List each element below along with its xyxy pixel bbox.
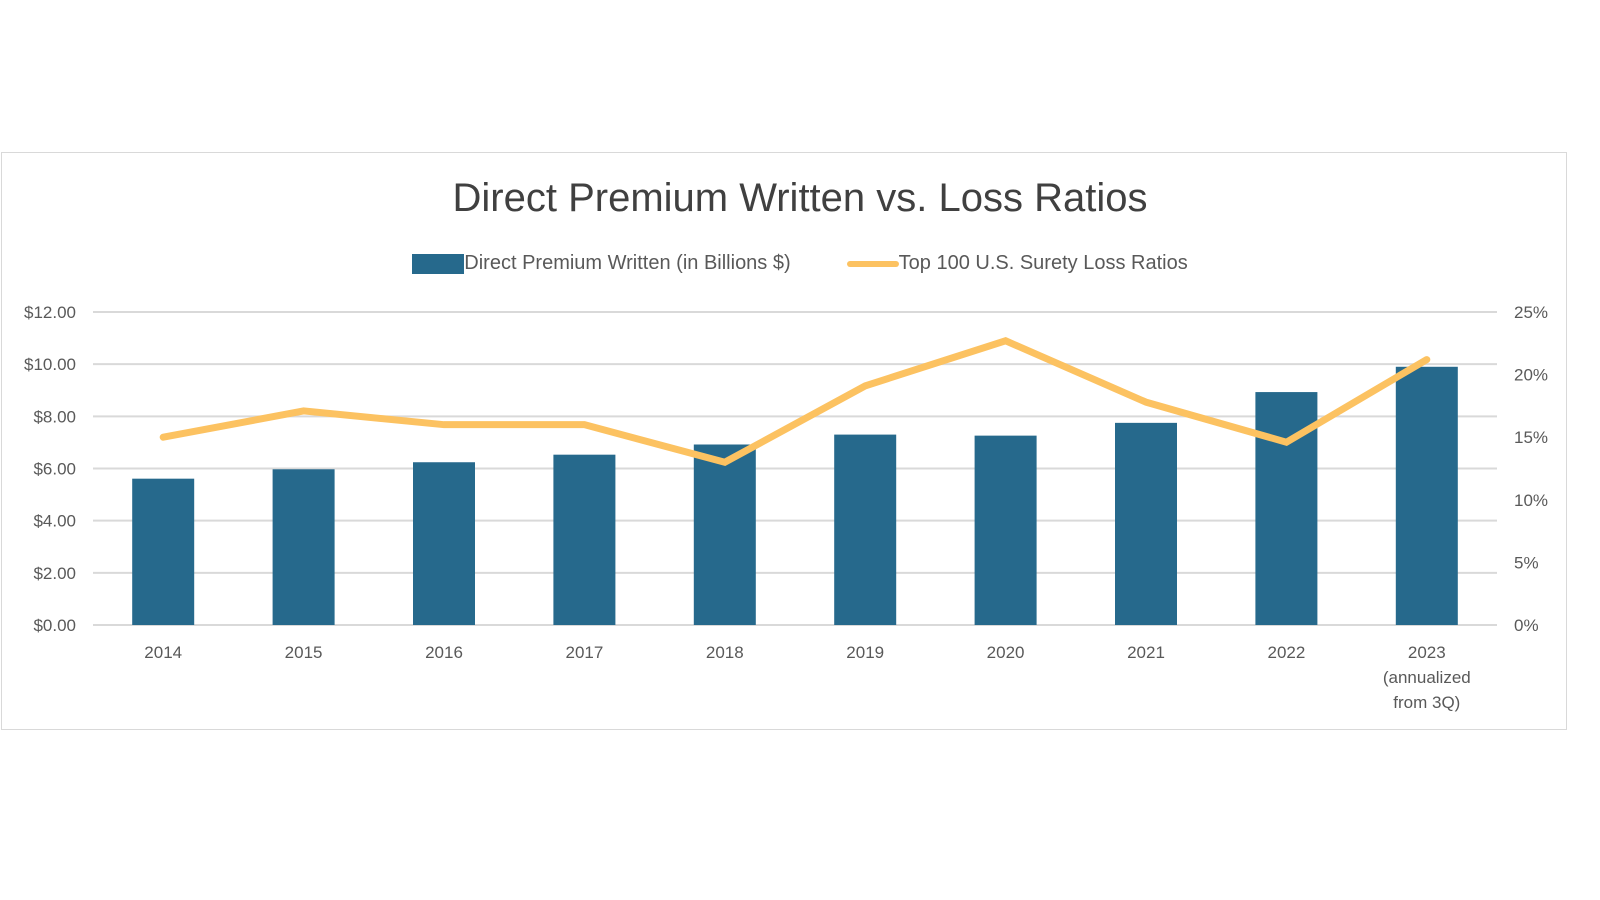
- bar: [1395, 366, 1458, 625]
- y-left-tick-label: $6.00: [33, 460, 76, 479]
- bar: [693, 444, 756, 625]
- y-right-tick-label: 5%: [1514, 553, 1539, 572]
- x-tick-label: 2023: [1408, 643, 1446, 662]
- bar: [413, 462, 475, 625]
- legend: Direct Premium Written (in Billions $) T…: [0, 252, 1600, 275]
- x-tick-label: 2014: [144, 643, 182, 662]
- x-tick-label: 2015: [285, 643, 323, 662]
- x-tick-label: 2022: [1267, 643, 1305, 662]
- y-right-tick-label: 20%: [1514, 366, 1548, 385]
- y-right-tick-label: 15%: [1514, 428, 1548, 447]
- y-left-tick-label: $8.00: [33, 407, 76, 426]
- legend-item-premium: Direct Premium Written (in Billions $): [412, 252, 791, 275]
- y-right-tick-label: 10%: [1514, 491, 1548, 510]
- y-left-tick-label: $4.00: [33, 512, 76, 531]
- y-left-tick-label: $12.00: [24, 303, 76, 322]
- x-tick-label: from 3Q): [1393, 693, 1460, 712]
- x-tick-label: 2019: [846, 643, 884, 662]
- legend-label-premium: Direct Premium Written (in Billions $): [464, 252, 791, 274]
- y-left-tick-label: $2.00: [33, 564, 76, 583]
- y-left-tick-label: $10.00: [24, 355, 76, 374]
- y-left-tick-label: $0.00: [33, 616, 76, 635]
- x-tick-label: 2016: [425, 643, 463, 662]
- legend-label-loss-ratio: Top 100 U.S. Surety Loss Ratios: [898, 252, 1188, 274]
- x-tick-label: (annualized: [1383, 668, 1471, 687]
- legend-item-loss-ratio: Top 100 U.S. Surety Loss Ratios: [846, 252, 1188, 275]
- loss-ratio-line: [159, 337, 1431, 466]
- bar: [272, 469, 335, 625]
- x-tick-label: 2017: [565, 643, 603, 662]
- bar: [553, 454, 616, 625]
- legend-swatch-line: [846, 260, 899, 267]
- bar: [974, 435, 1037, 625]
- x-tick-label: 2021: [1127, 643, 1165, 662]
- y-right-tick-label: 0%: [1514, 616, 1539, 635]
- x-tick-label: 2018: [706, 643, 744, 662]
- x-tick-label: 2020: [987, 643, 1025, 662]
- legend-swatch-bar: [412, 253, 465, 274]
- y-right-tick-label: 25%: [1514, 303, 1548, 322]
- bar: [834, 434, 897, 625]
- chart-title: Direct Premium Written vs. Loss Ratios: [452, 176, 1148, 220]
- bar: [1115, 422, 1177, 625]
- bar: [132, 478, 195, 625]
